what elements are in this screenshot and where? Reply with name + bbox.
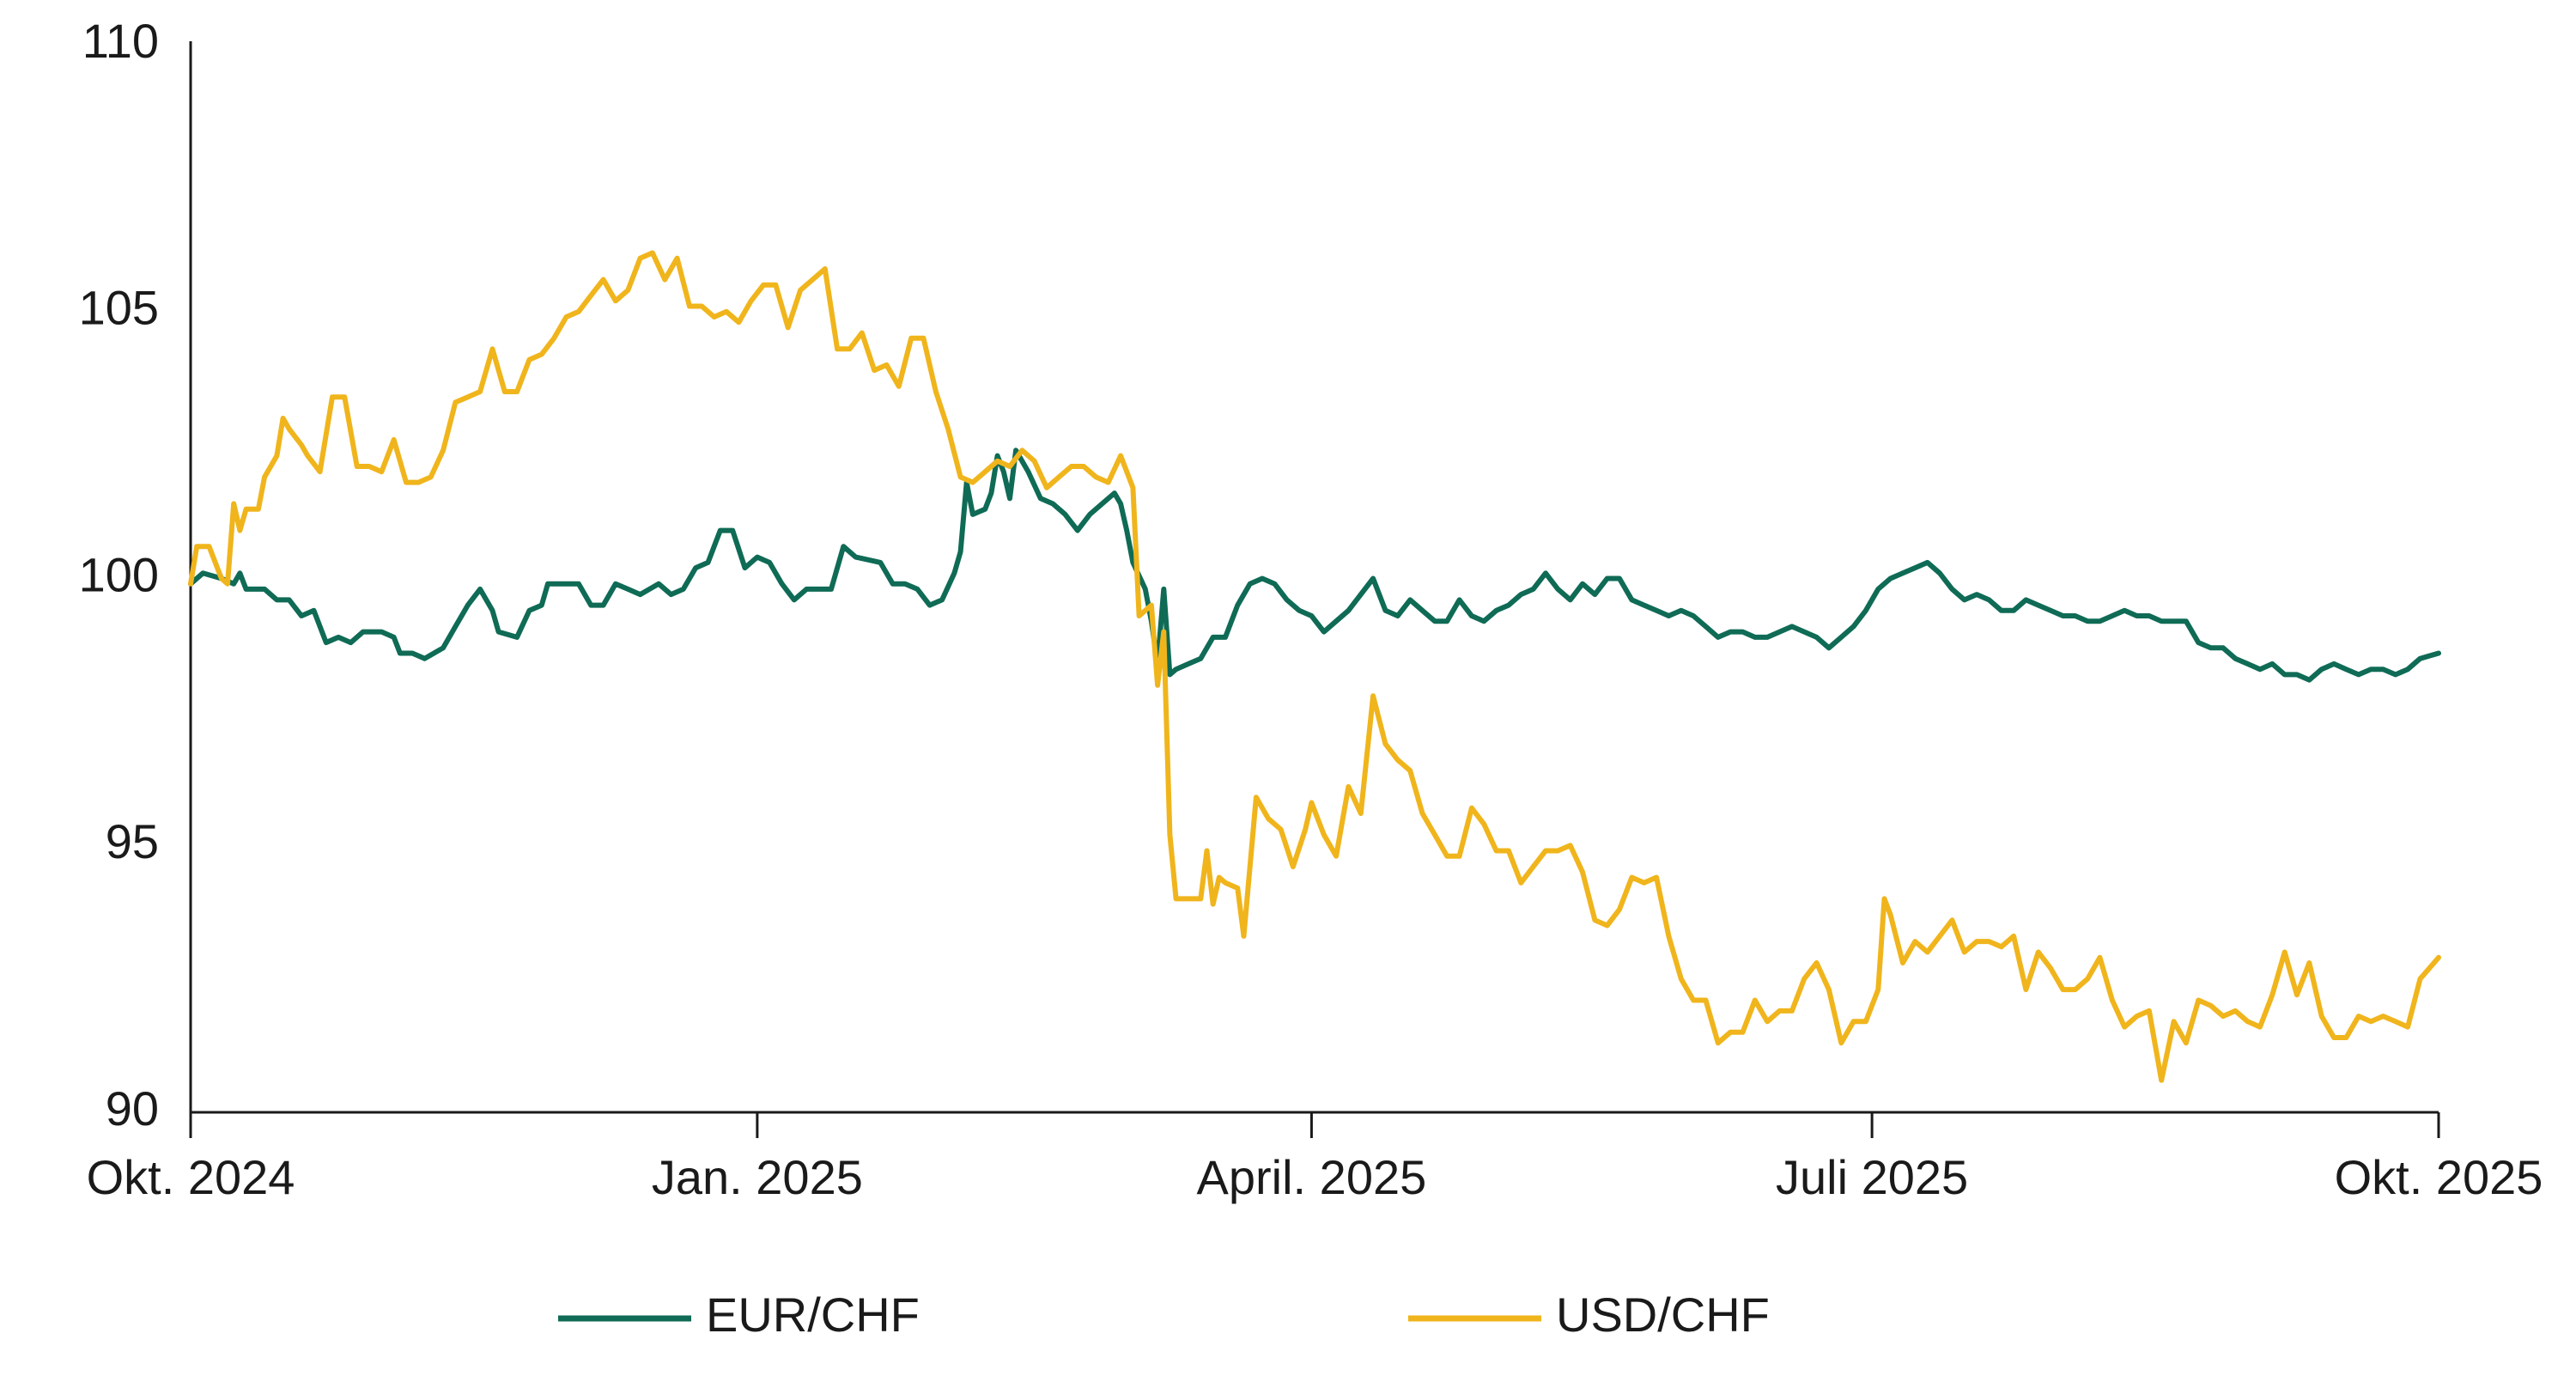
y-tick-label-95: 95 [106,814,159,868]
y-tick-label-105: 105 [79,281,159,335]
legend-label: USD/CHF [1556,1288,1770,1342]
series-line-eur-chf [188,448,2441,683]
y-tick-label-100: 100 [79,547,159,601]
series-line-usd-chf [188,250,2441,1083]
legend: EUR/CHF USD/CHF [558,1288,1770,1342]
x-tick-label: Juli 2025 [1776,1150,1968,1204]
x-tick-label: April. 2025 [1197,1150,1427,1204]
x-tick-label: Okt. 2024 [87,1150,295,1204]
y-tick-label-110: 110 [82,14,159,68]
series-layer [188,250,2441,1083]
legend-label: EUR/CHF [706,1288,920,1342]
x-tick-label: Okt. 2025 [2335,1150,2543,1204]
x-tick-label: Jan. 2025 [652,1150,863,1204]
x-axis-ticks: Okt. 2024 Jan. 2025 April. 2025 Juli 2025 Ok… [87,1112,2543,1204]
y-tick-label-90: 90 [106,1081,159,1136]
y-axis-ticks: 90 95 100 105 110 [79,14,159,1136]
